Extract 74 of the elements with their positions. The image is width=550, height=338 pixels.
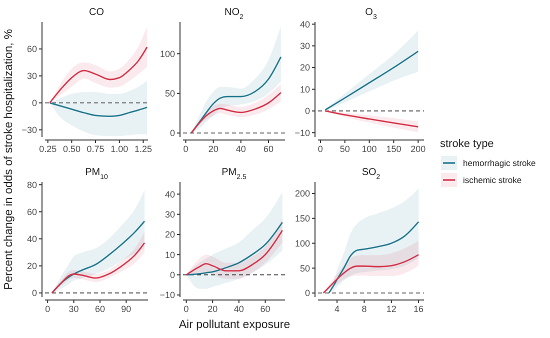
legend-title: stroke type (440, 138, 494, 150)
y-tick-label: 10 (300, 84, 310, 94)
y-tick-label: 200 (294, 188, 310, 199)
line-series (324, 110, 419, 128)
y-tick-label: 40 (164, 189, 175, 200)
x-tick-label: 4 (334, 304, 340, 314)
y-tick-label: 0 (32, 98, 37, 108)
x-tick-label: 50 (340, 144, 350, 154)
y-tick-label: 150 (294, 213, 310, 224)
y-tick-label: 60 (26, 44, 37, 54)
y-tick-label: −10 (160, 290, 175, 300)
x-tick-label: 60 (260, 304, 270, 314)
line-series (190, 92, 282, 134)
y-axis-title: Percent change in odds of stroke hospitalization, % (3, 29, 15, 290)
y-tick-label: 0 (304, 288, 310, 298)
x-tick-label: 1.00 (110, 144, 128, 154)
y-tick-label: 100 (160, 48, 175, 59)
x-axis-title: Air pollutant exposure (178, 319, 290, 331)
y-tick-label: 100 (294, 238, 310, 248)
x-tick-label: 100 (362, 144, 377, 154)
chart-title: PM$_{10}$ (85, 167, 108, 180)
x-tick-label: 200 (410, 144, 426, 154)
line-series (322, 254, 420, 294)
x-tick-label: 8 (362, 304, 367, 314)
x-tick-label: 0 (183, 144, 188, 154)
y-tick-label: −30 (22, 124, 37, 135)
line-series (328, 221, 420, 294)
x-tick-label: 30 (68, 304, 79, 314)
x-tick-label: 60 (263, 144, 274, 154)
y-tick-label: 50 (300, 263, 310, 274)
y-tick-label: 0 (304, 106, 310, 116)
x-tick-label: 0.75 (86, 144, 104, 154)
y-tick-label: 20 (26, 261, 37, 272)
chart-title: NO$_{2}$ (224, 7, 244, 20)
y-tick-label: 60 (26, 206, 37, 217)
x-tick-label: 0 (318, 144, 323, 154)
y-tick-label: 0 (170, 270, 175, 280)
x-tick-label: 60 (94, 304, 105, 314)
legend-label: hemorrhagic stroke (463, 158, 536, 168)
x-tick-label: 12 (386, 304, 396, 314)
chart-title: PM$_{2.5}$ (222, 167, 246, 180)
y-tick-label: 0 (170, 128, 175, 138)
y-tick-label: 30 (300, 41, 310, 52)
line-series (324, 50, 419, 111)
y-tick-label: 40 (300, 19, 310, 30)
y-tick-label: 20 (164, 230, 175, 240)
legend-label: ischemic stroke (463, 174, 522, 185)
x-tick-label: 20 (208, 304, 218, 314)
y-tick-label: 80 (26, 180, 37, 190)
x-tick-label: 150 (386, 144, 402, 154)
x-tick-label: 20 (208, 144, 218, 154)
y-tick-label: 50 (164, 88, 175, 99)
y-tick-label: 20 (300, 62, 310, 73)
line-series (49, 102, 148, 118)
line-series (49, 46, 148, 104)
y-tick-label: 30 (26, 71, 37, 82)
x-tick-label: 40 (236, 144, 246, 154)
x-tick-label: 0.50 (62, 144, 80, 154)
y-tick-label: 30 (164, 209, 175, 220)
y-tick-label: 0 (32, 288, 37, 298)
x-tick-label: 40 (234, 304, 244, 314)
y-tick-label: 10 (164, 250, 175, 260)
x-tick-label: 0.25 (39, 144, 57, 154)
chart-title: O$_{3}$ (365, 7, 377, 20)
x-tick-label: 1.25 (134, 144, 152, 154)
x-tick-label: 16 (414, 304, 424, 314)
line-series (51, 242, 146, 294)
y-tick-label: 40 (26, 234, 37, 244)
x-tick-label: 90 (121, 304, 132, 314)
x-tick-label: 0 (184, 304, 189, 314)
x-tick-label: 0 (45, 304, 50, 314)
chart-title: CO (89, 7, 104, 18)
y-tick-label: −10 (294, 128, 310, 138)
chart-title: SO$_{2}$ (362, 167, 380, 180)
